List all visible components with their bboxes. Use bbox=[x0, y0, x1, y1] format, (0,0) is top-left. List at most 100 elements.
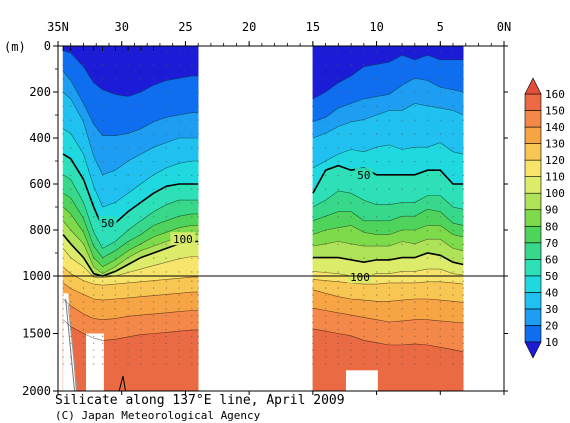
contour-south-10 bbox=[312, 54, 464, 100]
station-dot bbox=[127, 119, 129, 121]
y-tick-label: 600 bbox=[29, 177, 51, 191]
station-dot bbox=[388, 294, 390, 296]
station-dot bbox=[452, 202, 454, 204]
axes: 35N 30 25 20 15 10 5 0N 0 200 400 600 800 1000 1500 200… bbox=[22, 20, 511, 398]
station-dot bbox=[462, 147, 464, 149]
station-dot bbox=[414, 257, 416, 259]
station-dot bbox=[191, 64, 193, 66]
station-dot bbox=[197, 335, 199, 337]
station-dot bbox=[127, 280, 129, 282]
station-dot bbox=[191, 257, 193, 259]
station-dot bbox=[337, 105, 339, 107]
station-dot bbox=[114, 161, 116, 163]
station-dot bbox=[62, 161, 64, 163]
station-dot bbox=[82, 161, 85, 163]
station-dot bbox=[165, 308, 167, 310]
station-dot bbox=[376, 342, 378, 344]
station-dot bbox=[388, 174, 390, 176]
colorbar-label: 90 bbox=[545, 204, 558, 217]
station-dot bbox=[197, 356, 199, 358]
chart-title: Silicate along 137°E line, April 2009 bbox=[55, 393, 345, 408]
station-dot bbox=[337, 92, 339, 94]
station-dot bbox=[325, 280, 327, 282]
station-dot bbox=[350, 50, 352, 52]
station-dot bbox=[140, 349, 142, 351]
station-dot bbox=[140, 161, 142, 163]
station-dot bbox=[337, 202, 339, 204]
station-dot bbox=[462, 287, 464, 289]
station-dot bbox=[70, 335, 72, 337]
station-dot bbox=[153, 363, 155, 365]
station-dot bbox=[82, 349, 85, 351]
station-dot bbox=[127, 188, 129, 190]
station-dot bbox=[426, 92, 429, 94]
contour-south-30 bbox=[312, 103, 464, 139]
station-dot bbox=[363, 257, 365, 259]
station-dot bbox=[153, 105, 155, 107]
station-dot bbox=[165, 363, 167, 365]
station-dot bbox=[165, 216, 167, 218]
station-dot bbox=[127, 301, 129, 303]
station-dot bbox=[388, 287, 390, 289]
station-dot bbox=[388, 335, 390, 337]
station-dot bbox=[312, 174, 314, 176]
station-dot bbox=[191, 356, 193, 358]
section-north-fill bbox=[62, 45, 199, 392]
station-dot bbox=[165, 230, 167, 232]
station-dot bbox=[414, 349, 416, 351]
station-dot bbox=[70, 315, 72, 317]
station-dot bbox=[153, 257, 155, 259]
station-dot bbox=[439, 188, 441, 190]
station-dot bbox=[439, 50, 441, 52]
station-dot bbox=[426, 294, 429, 296]
station-dot bbox=[376, 287, 378, 289]
station-dot bbox=[114, 363, 116, 365]
station-dot bbox=[127, 133, 129, 135]
station-dot bbox=[337, 342, 339, 344]
station-dot bbox=[62, 92, 64, 94]
station-dot bbox=[102, 78, 104, 80]
station-dot bbox=[452, 363, 454, 365]
station-dot bbox=[191, 147, 193, 149]
station-dot bbox=[140, 78, 142, 80]
station-dot bbox=[178, 64, 180, 66]
station-dot bbox=[140, 294, 142, 296]
station-dot bbox=[312, 119, 314, 121]
station-dot bbox=[102, 230, 104, 232]
station-dot bbox=[350, 308, 352, 310]
station-dot bbox=[452, 335, 454, 337]
station-dot bbox=[153, 315, 155, 317]
colorbar-segment bbox=[524, 126, 542, 144]
station-dot bbox=[363, 78, 365, 80]
station-dot bbox=[178, 301, 180, 303]
station-dot bbox=[93, 322, 95, 324]
station-dot bbox=[191, 349, 193, 351]
station-dot bbox=[363, 243, 365, 245]
station-markers bbox=[62, 50, 464, 365]
colorbar-label: 150 bbox=[545, 105, 565, 118]
station-dot bbox=[325, 243, 327, 245]
station-dot bbox=[388, 133, 390, 135]
station-dot bbox=[350, 161, 352, 163]
bottom-mask-ridge-south bbox=[345, 370, 378, 391]
station-dot bbox=[452, 243, 454, 245]
station-dot bbox=[414, 328, 416, 331]
station-dot bbox=[93, 188, 95, 190]
station-dot bbox=[178, 349, 180, 351]
station-dot bbox=[350, 322, 352, 324]
station-dot bbox=[439, 335, 441, 337]
station-dot bbox=[127, 243, 129, 245]
station-dot bbox=[414, 230, 416, 232]
station-dot bbox=[82, 64, 85, 66]
station-dot bbox=[197, 308, 199, 310]
station-dot bbox=[414, 188, 416, 190]
station-dot bbox=[191, 50, 193, 52]
station-dot bbox=[70, 271, 72, 273]
station-dot bbox=[462, 342, 464, 344]
station-dot bbox=[337, 230, 339, 232]
station-dot bbox=[178, 287, 180, 289]
station-dot bbox=[401, 335, 403, 337]
station-dot bbox=[93, 243, 95, 245]
contour-labels: 50 100 50 100 bbox=[98, 167, 373, 284]
station-dot bbox=[452, 92, 454, 94]
